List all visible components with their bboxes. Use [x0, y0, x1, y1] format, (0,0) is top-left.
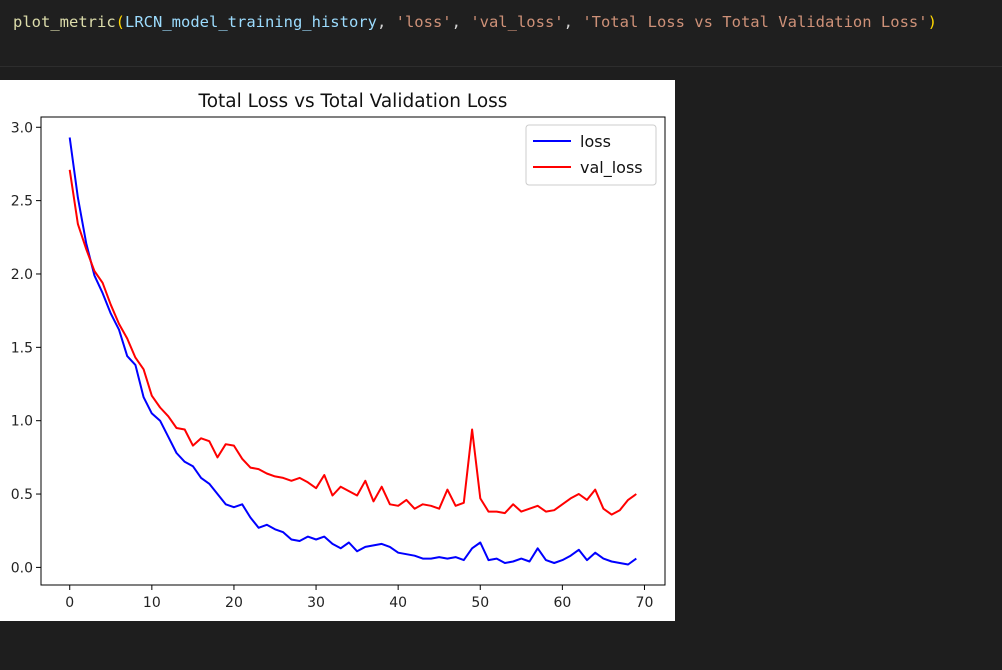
x-tick-label: 40: [389, 595, 407, 611]
plot-image: Total Loss vs Total Validation Loss 0 10 2…: [0, 80, 675, 621]
code-arg-metric1: 'loss': [395, 13, 452, 31]
y-axis: 0.0 0.5 1.0 1.5 2.0 2.5 3.0: [11, 120, 41, 576]
y-tick-label: 2.5: [11, 194, 33, 210]
series-line-val-loss: [68, 169, 637, 516]
code-comma: ,: [563, 13, 583, 31]
chart-title: Total Loss vs Total Validation Loss: [198, 91, 508, 112]
legend: loss val_loss: [525, 124, 657, 186]
legend-label-val-loss: val_loss: [580, 158, 643, 178]
code-open-paren: (: [115, 13, 125, 31]
series-line-loss: [68, 137, 637, 566]
x-tick-label: 20: [225, 595, 243, 611]
code-comma: ,: [451, 13, 471, 31]
y-tick-label: 0.0: [11, 560, 33, 576]
x-tick-label: 10: [143, 595, 161, 611]
code-arg-metric2: 'val_loss': [470, 13, 564, 31]
x-tick-label: 50: [471, 595, 489, 611]
plot-frame: [40, 116, 666, 586]
code-arg-history: LRCN_model_training_history: [125, 13, 377, 31]
code-line[interactable]: plot_metric(LRCN_model_training_history,…: [13, 11, 937, 33]
x-tick-label: 0: [65, 595, 74, 611]
legend-label-loss: loss: [580, 132, 611, 151]
code-comma: ,: [376, 13, 396, 31]
y-tick-label: 1.0: [11, 414, 33, 430]
x-tick-label: 30: [307, 595, 325, 611]
y-tick-label: 0.5: [11, 487, 33, 503]
code-function-name: plot_metric: [13, 13, 116, 31]
y-tick-label: 2.0: [11, 267, 33, 283]
code-cell[interactable]: plot_metric(LRCN_model_training_history,…: [0, 0, 1002, 67]
loss-chart: Total Loss vs Total Validation Loss 0 10 2…: [11, 91, 666, 611]
x-axis: 0 10 20 30 40 50 60 70: [65, 585, 653, 611]
series-layer: [68, 137, 637, 566]
y-tick-label: 3.0: [11, 120, 33, 136]
code-arg-title: 'Total Loss vs Total Validation Loss': [582, 13, 928, 31]
code-close-paren: ): [927, 13, 937, 31]
x-tick-label: 70: [636, 595, 654, 611]
y-tick-label: 1.5: [11, 340, 33, 356]
x-tick-label: 60: [553, 595, 571, 611]
